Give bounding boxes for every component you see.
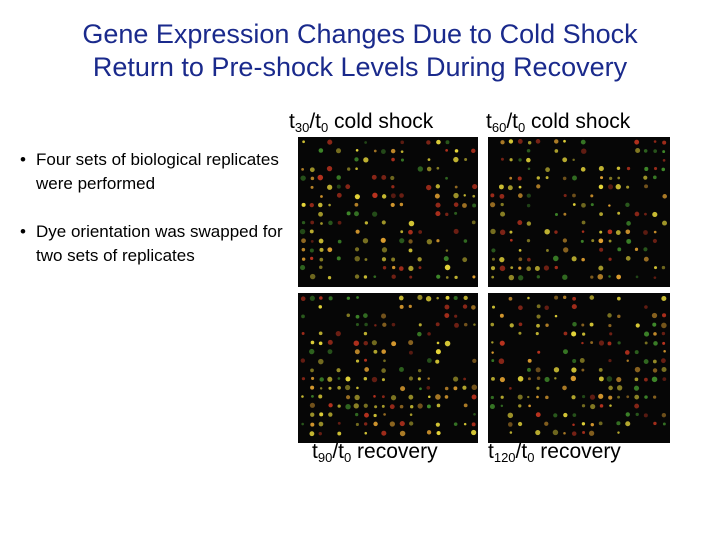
microarray-image-t120: [488, 293, 670, 443]
label-t90-recovery: t90/t0 recovery: [312, 440, 438, 465]
microarray-image-t90: [298, 293, 478, 443]
microarray-image-t60: [488, 137, 670, 287]
microarray-spots: [299, 139, 478, 280]
bullet-item-1: • Four sets of biological replicates wer…: [18, 148, 298, 196]
label-t30-cold-shock: t30/t0 cold shock: [289, 110, 434, 135]
microarray-spots: [300, 294, 478, 437]
label-t60-cold-shock: t60/t0 cold shock: [486, 110, 631, 135]
bullet-marker: •: [20, 150, 26, 169]
label-t120-recovery: t120/t0 recovery: [488, 440, 621, 465]
slide-title: Gene Expression Changes Due to Cold Shoc…: [0, 18, 720, 84]
microarray-image-t30: [298, 137, 478, 287]
microarray-spots: [490, 138, 667, 281]
bullet-text: Dye orientation was swapped for two sets…: [36, 222, 283, 265]
microarray-spots: [489, 295, 667, 436]
bullet-list: • Four sets of biological replicates wer…: [18, 148, 298, 292]
bullet-item-2: • Dye orientation was swapped for two se…: [18, 220, 298, 268]
title-line-1: Gene Expression Changes Due to Cold Shoc…: [82, 19, 638, 49]
bullet-marker: •: [20, 222, 26, 241]
title-line-2: Return to Pre-shock Levels During Recove…: [92, 52, 628, 82]
bullet-text: Four sets of biological replicates were …: [36, 150, 279, 193]
